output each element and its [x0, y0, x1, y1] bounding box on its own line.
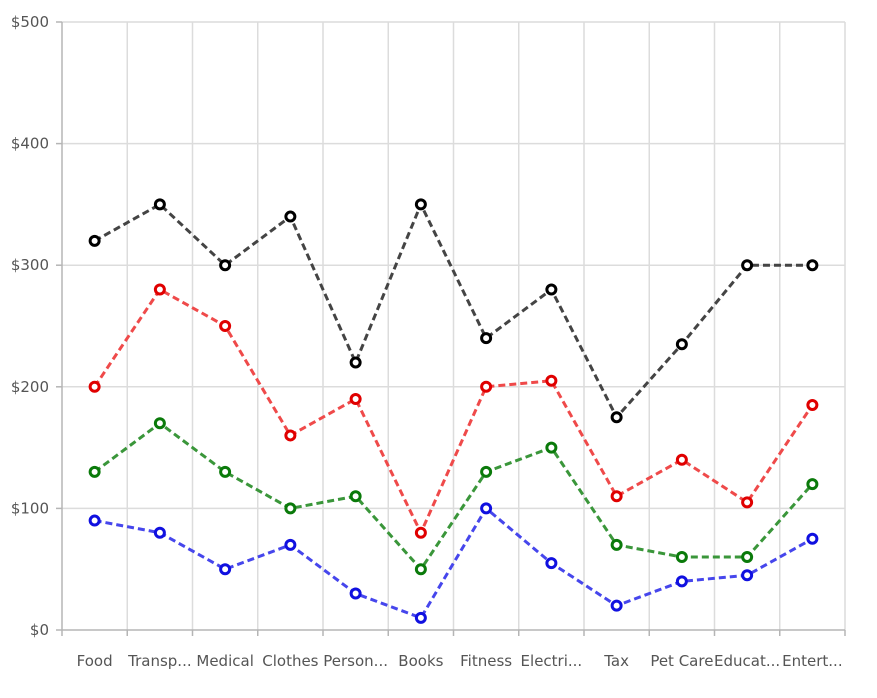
data-point: [153, 417, 166, 430]
data-point: [675, 551, 688, 564]
x-tick-label: Person...: [323, 652, 388, 670]
data-point: [153, 198, 166, 211]
data-point: [219, 259, 232, 272]
y-tick-label: $100: [11, 499, 49, 517]
data-point: [284, 502, 297, 515]
x-tick-label: Tax: [603, 652, 629, 670]
data-point: [610, 599, 623, 612]
series-line-3: [93, 421, 814, 572]
data-point: [480, 332, 493, 345]
x-tick-label: Food: [77, 652, 113, 670]
data-point: [414, 563, 427, 576]
x-tick-label: Clothes: [262, 652, 318, 670]
data-point: [219, 563, 232, 576]
data-point: [675, 453, 688, 466]
data-point: [349, 356, 362, 369]
data-point: [545, 557, 558, 570]
data-point: [349, 490, 362, 503]
x-tick-label: Electri...: [521, 652, 583, 670]
data-point: [806, 399, 819, 412]
data-point: [741, 569, 754, 582]
x-tick-label: Transp...: [127, 652, 191, 670]
data-point: [741, 496, 754, 509]
data-point: [349, 587, 362, 600]
series-line-4: [94, 506, 814, 620]
data-point: [610, 411, 623, 424]
y-axis-tick-labels: $0 $100 $200 $300 $400 $500: [11, 13, 49, 639]
data-point: [545, 374, 558, 387]
data-point: [610, 490, 623, 503]
data-point: [806, 532, 819, 545]
y-tick-label: $300: [11, 256, 49, 274]
data-point: [610, 538, 623, 551]
data-point: [219, 465, 232, 478]
data-point: [480, 465, 493, 478]
series-lines: [93, 200, 814, 620]
data-point: [480, 380, 493, 393]
x-axis-tick-labels: Food Transp... Medical Clothes Person... Book…: [77, 652, 843, 670]
x-tick-label: Entert...: [782, 652, 842, 670]
data-point: [675, 575, 688, 588]
series-line-1: [93, 200, 813, 420]
data-point: [88, 514, 101, 527]
data-points: [88, 198, 819, 624]
data-point: [284, 210, 297, 223]
data-point: [806, 259, 819, 272]
data-point: [219, 320, 232, 332]
data-point: [675, 338, 688, 351]
y-tick-label: $500: [11, 13, 49, 31]
y-tick-label: $0: [30, 621, 49, 639]
data-point: [414, 611, 427, 624]
data-point: [349, 392, 362, 405]
data-point: [414, 198, 427, 211]
data-point: [806, 478, 819, 491]
data-point: [284, 429, 297, 442]
series-line-2: [93, 287, 814, 537]
data-point: [153, 283, 166, 296]
data-point: [545, 441, 558, 454]
data-point: [414, 526, 427, 539]
x-tick-label: Fitness: [460, 652, 512, 670]
x-tick-label: Educat...: [714, 652, 780, 670]
y-tick-label: $400: [11, 135, 49, 153]
x-tick-label: Books: [398, 652, 443, 670]
axes: [56, 21, 846, 636]
data-point: [88, 380, 101, 393]
data-point: [153, 526, 166, 539]
data-point: [741, 551, 754, 564]
data-point: [88, 465, 101, 478]
y-tick-label: $200: [11, 378, 49, 396]
grid: [62, 21, 846, 630]
data-point: [741, 259, 754, 272]
data-point: [545, 283, 558, 296]
x-tick-label: Pet Care: [650, 652, 713, 670]
data-point: [480, 502, 493, 515]
x-tick-label: Medical: [196, 652, 253, 670]
data-point: [88, 234, 101, 247]
data-point: [284, 538, 297, 551]
